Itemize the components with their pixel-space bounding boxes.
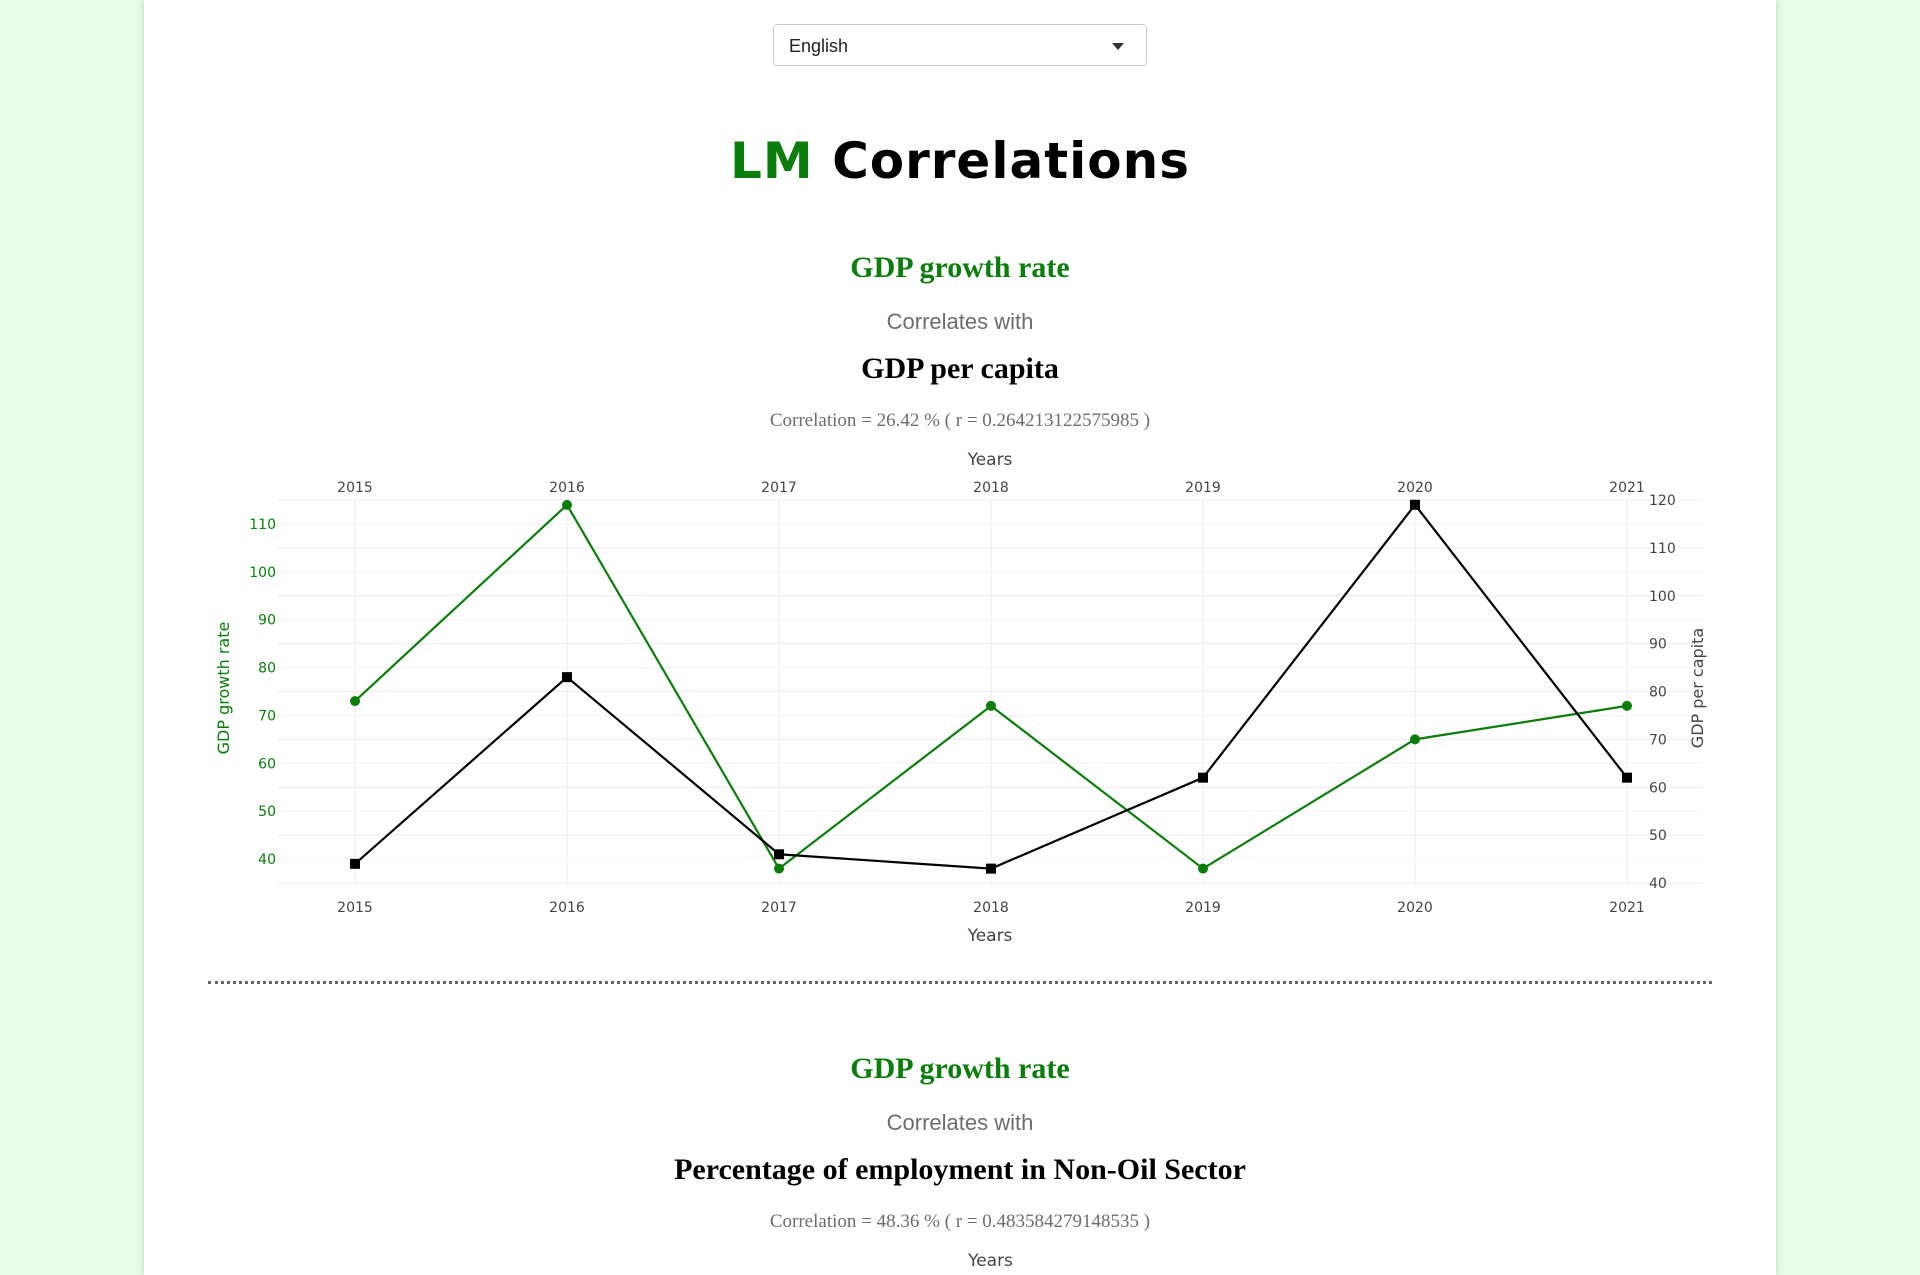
data-point[interactable] bbox=[1198, 772, 1208, 783]
x-tick-label-top: 2015 bbox=[337, 480, 373, 496]
section2-variable-b: Percentage of employment in Non-Oil Sect… bbox=[674, 1153, 1246, 1186]
x-tick-label-bottom: 2021 bbox=[1609, 900, 1645, 916]
y-right-tick-label: 60 bbox=[1649, 780, 1667, 796]
y-right-tick-label: 110 bbox=[1649, 541, 1676, 557]
y-left-tick-label: 60 bbox=[258, 756, 276, 772]
x-axis-title-bottom: Years bbox=[967, 926, 1013, 946]
x-tick-label-top: 2021 bbox=[1609, 480, 1645, 496]
page-title-accent: LM bbox=[730, 132, 814, 190]
y-left-tick-label: 70 bbox=[258, 708, 276, 724]
section1-correlation: Correlation = 26.42 % ( r = 0.2642131225… bbox=[769, 410, 1151, 431]
data-point[interactable] bbox=[562, 499, 572, 510]
x-tick-label-top: 2018 bbox=[973, 480, 1009, 496]
y-left-tick-label: 80 bbox=[258, 661, 276, 677]
y-right-tick-label: 90 bbox=[1649, 637, 1667, 653]
language-select[interactable]: English bbox=[773, 24, 1147, 66]
x-tick-label-top: 2020 bbox=[1397, 480, 1433, 496]
y-right-tick-label: 80 bbox=[1649, 685, 1667, 701]
x-tick-label-bottom: 2016 bbox=[549, 900, 585, 916]
content-panel bbox=[144, 0, 1776, 1275]
x-tick-label-top: 2017 bbox=[761, 480, 797, 496]
data-point[interactable] bbox=[1198, 863, 1208, 874]
language-select-value: English bbox=[789, 36, 849, 56]
y-left-tick-label: 50 bbox=[258, 804, 276, 820]
x-tick-label-top: 2016 bbox=[549, 480, 585, 496]
section2-variable-a: GDP growth rate bbox=[850, 1052, 1070, 1085]
data-point[interactable] bbox=[774, 849, 784, 860]
correlation-chart-1: Years Years GDP growth rate GDP per capi… bbox=[214, 450, 1707, 946]
data-point[interactable] bbox=[986, 700, 996, 711]
section1-variable-b: GDP per capita bbox=[861, 352, 1059, 385]
x-tick-label-bottom: 2019 bbox=[1185, 900, 1221, 916]
data-point[interactable] bbox=[350, 858, 360, 869]
section-divider bbox=[208, 981, 1712, 984]
y-left-tick-label: 110 bbox=[249, 517, 276, 533]
chevron-down-icon bbox=[1112, 43, 1124, 50]
y-right-tick-label: 40 bbox=[1649, 876, 1667, 892]
y-axis-title-left: GDP growth rate bbox=[214, 622, 233, 755]
y-left-tick-label: 100 bbox=[249, 565, 276, 581]
page-title-rest: Correlations bbox=[813, 132, 1190, 190]
data-point[interactable] bbox=[350, 696, 360, 707]
x-tick-label-bottom: 2017 bbox=[761, 900, 797, 916]
data-point[interactable] bbox=[1622, 772, 1632, 783]
data-point[interactable] bbox=[1410, 734, 1420, 745]
y-right-tick-label: 100 bbox=[1649, 589, 1676, 605]
chart-series bbox=[350, 499, 1632, 874]
y-right-tick-label: 70 bbox=[1649, 732, 1667, 748]
data-point[interactable] bbox=[562, 672, 572, 683]
chart-grid bbox=[278, 499, 1703, 884]
section1-subtitle: Correlates with bbox=[886, 309, 1034, 334]
y-axis-title-right: GDP per capita bbox=[1688, 628, 1707, 748]
data-point[interactable] bbox=[774, 863, 784, 874]
y-left-tick-label: 90 bbox=[258, 613, 276, 629]
x-axis-title-top: Years bbox=[967, 450, 1013, 470]
data-point[interactable] bbox=[1410, 499, 1420, 510]
section2-x-axis-title: Years bbox=[968, 1251, 1013, 1271]
section1-variable-a: GDP growth rate bbox=[850, 251, 1070, 284]
x-tick-label-bottom: 2018 bbox=[973, 900, 1009, 916]
section2-correlation: Correlation = 48.36 % ( r = 0.4835842791… bbox=[769, 1211, 1151, 1232]
section2-subtitle: Correlates with bbox=[886, 1110, 1034, 1135]
data-point[interactable] bbox=[1622, 700, 1632, 711]
x-tick-label-bottom: 2015 bbox=[337, 900, 373, 916]
y-right-tick-label: 50 bbox=[1649, 828, 1667, 844]
y-left-tick-label: 40 bbox=[258, 852, 276, 868]
y-right-tick-label: 120 bbox=[1649, 493, 1676, 509]
data-point[interactable] bbox=[986, 863, 996, 874]
chart-labels: Years Years GDP growth rate GDP per capi… bbox=[214, 450, 1707, 946]
page-title: LM Correlations bbox=[0, 132, 1920, 190]
x-tick-label-top: 2019 bbox=[1185, 480, 1221, 496]
x-tick-label-bottom: 2020 bbox=[1397, 900, 1433, 916]
